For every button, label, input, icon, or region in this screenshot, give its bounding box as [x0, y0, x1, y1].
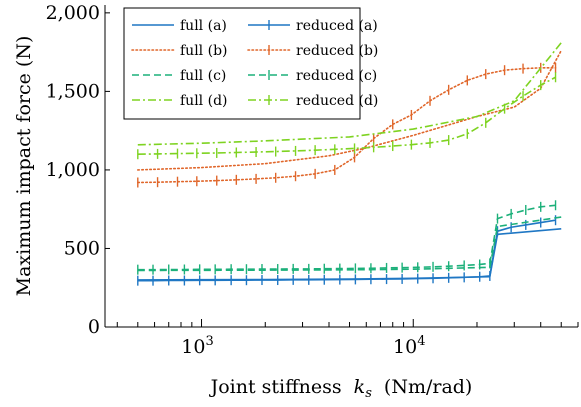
series-2 — [137, 215, 557, 286]
x-axis-label-symbol: k — [354, 376, 366, 398]
y-tick-label: 2,000 — [46, 2, 100, 24]
legend-item: reduced (c) — [248, 68, 377, 84]
legend-label: reduced (d) — [296, 93, 378, 109]
series-line — [137, 216, 562, 272]
legend-label: reduced (a) — [296, 18, 378, 34]
x-axis-label: Joint stiffness ks (Nm/rad) — [209, 376, 473, 402]
legend-box — [123, 7, 361, 120]
x-axis-label-text: Joint stiffness — [209, 376, 342, 398]
legend-label: reduced (c) — [296, 68, 377, 84]
axes-group — [104, 5, 578, 328]
x-tick-label-base: 10 — [393, 336, 417, 358]
series-line — [137, 204, 556, 271]
legend-label: reduced (b) — [296, 43, 378, 59]
legend-item: reduced (d) — [248, 93, 378, 109]
series-line — [137, 42, 562, 146]
x-tick-label-base: 10 — [181, 336, 205, 358]
series-6 — [137, 200, 557, 275]
x-tick-label-exponent: 4 — [417, 334, 425, 349]
series-7 — [137, 42, 562, 146]
x-tick-label-exponent: 3 — [205, 334, 213, 349]
series-8 — [137, 72, 557, 160]
y-tick-label: 0 — [88, 316, 100, 338]
series-5 — [137, 216, 562, 272]
series-4 — [137, 62, 557, 188]
x-tick-label: 103 — [181, 334, 213, 358]
x-tick-label: 104 — [393, 334, 425, 358]
legend-label: full (d) — [180, 93, 228, 109]
legend-label: full (c) — [180, 68, 226, 84]
legend-label: full (b) — [180, 43, 228, 59]
series-line — [137, 49, 563, 171]
legend-item: reduced (b) — [247, 43, 378, 59]
legend-item: full (c) — [132, 68, 226, 84]
legend-item: full (b) — [131, 43, 228, 59]
legend: full (a) reduced (a) full (b) reduced (b) fu… — [123, 7, 378, 120]
legend-label: full (a) — [180, 18, 227, 34]
plot-series-group — [137, 42, 563, 286]
x-axis-label-subscript: s — [365, 386, 372, 401]
legend-item: full (d) — [132, 93, 228, 109]
y-tick-label: 1,500 — [46, 80, 100, 102]
series-3 — [137, 49, 563, 171]
legend-item: reduced (a) — [248, 18, 378, 34]
y-axis-label: Maximum impact force (N) — [13, 36, 35, 297]
x-axis-label-unit: (Nm/rad) — [384, 376, 472, 398]
y-tick-label: 1,000 — [46, 159, 100, 181]
y-tick-label: 500 — [64, 237, 100, 259]
legend-item: full (a) — [132, 18, 227, 34]
